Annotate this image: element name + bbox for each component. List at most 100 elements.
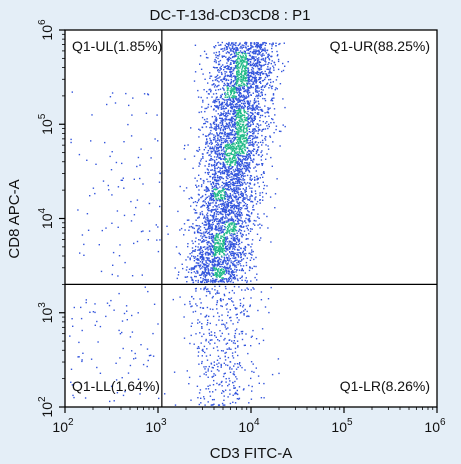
event-dot [222,210,225,213]
event-dot [221,41,223,44]
event-dot [253,102,255,105]
event-dot [199,274,202,276]
event-dot [220,132,223,134]
event-dot [240,95,242,98]
event-dot [225,262,227,264]
event-dot [246,124,249,126]
event-dot [262,339,265,342]
event-dot [245,205,247,207]
event-dot [263,172,265,174]
event-dot [251,67,254,69]
event-dot [224,217,226,220]
event-dot [234,256,237,259]
event-dot [247,74,249,76]
event-dot [219,122,221,124]
event-dot [221,132,223,135]
event-dot [240,184,242,186]
event-dot [234,156,236,158]
event-dot [239,225,241,227]
event-dot [228,266,231,268]
event-dot [183,316,185,318]
event-dot [232,239,235,242]
event-dot [271,100,274,102]
event-dot [220,120,222,122]
event-dot [224,158,226,160]
event-dot [227,166,229,168]
event-dot [256,73,258,75]
event-dot [235,50,237,52]
event-dot [194,249,197,251]
event-dot [276,88,278,90]
event-dot [206,141,208,143]
event-dot [257,62,259,64]
event-dot [225,260,227,263]
event-dot [200,342,202,344]
event-dot [257,85,259,87]
event-dot [242,175,245,177]
event-dot [219,263,221,265]
event-dot [231,76,233,78]
event-dot [213,255,215,257]
event-dot [262,176,264,178]
event-dot [217,135,219,137]
event-dot [202,155,204,158]
event-dot [223,242,226,245]
event-dot [223,135,225,137]
event-dot [214,99,216,102]
event-dot [239,184,241,187]
event-dot [246,117,248,119]
event-dot [245,217,247,220]
event-dot [258,382,260,384]
event-dot [237,69,239,71]
event-dot [228,241,230,243]
event-dot [255,79,258,81]
event-dot [195,303,197,305]
event-dot [230,206,232,209]
event-dot [219,176,221,178]
event-dot [229,85,231,87]
event-dot [269,71,272,74]
event-dot [258,53,260,55]
event-dot [204,228,207,231]
event-dot [211,133,213,135]
event-dot [249,50,252,53]
event-dot [224,118,226,120]
event-dot [216,263,219,265]
event-dot [228,170,230,172]
event-dot [217,142,219,144]
event-dot [207,279,209,281]
event-dot [191,255,193,257]
event-dot [259,199,262,201]
event-dot [229,209,232,211]
event-dot [224,205,226,207]
event-dot [257,45,259,48]
event-dot [207,259,210,261]
event-dot [221,242,223,245]
event-dot [217,69,219,72]
event-dot [197,228,199,230]
event-dot [251,112,254,114]
event-dot [218,292,220,294]
event-dot [190,305,192,308]
event-dot [201,116,204,119]
event-dot [250,336,253,338]
event-dot [243,109,245,111]
event-dot [199,321,201,323]
event-dot [229,309,231,311]
event-dot [220,274,222,276]
event-dot [237,85,240,87]
event-dot [240,193,243,195]
event-dot [247,120,249,123]
event-dot [212,195,214,197]
event-dot [227,204,230,206]
event-dot [246,100,249,102]
event-dot [232,42,234,44]
event-dot [237,184,239,187]
event-dot [249,154,251,157]
event-dot [247,96,249,98]
event-dot [226,253,229,255]
event-dot [241,74,243,76]
event-dot [224,352,226,354]
event-dot [246,157,249,160]
event-dot [244,105,246,108]
